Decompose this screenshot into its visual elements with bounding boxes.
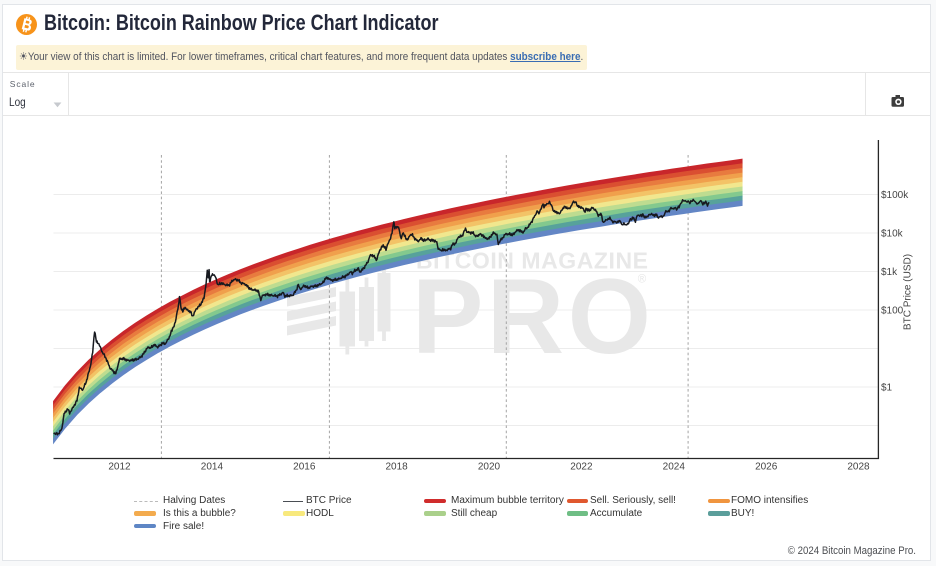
svg-text:BTC Price (USD): BTC Price (USD) xyxy=(903,254,914,330)
svg-text:2020: 2020 xyxy=(478,462,501,473)
svg-text:2012: 2012 xyxy=(108,462,131,473)
svg-text:$10k: $10k xyxy=(881,229,904,240)
svg-text:2016: 2016 xyxy=(293,462,316,473)
svg-text:PRO: PRO xyxy=(412,256,651,376)
svg-text:$1k: $1k xyxy=(881,267,898,278)
svg-text:2022: 2022 xyxy=(570,462,593,473)
svg-text:2028: 2028 xyxy=(847,462,870,473)
svg-text:$100: $100 xyxy=(881,306,904,317)
svg-text:2024: 2024 xyxy=(663,462,686,473)
svg-text:2026: 2026 xyxy=(755,462,778,473)
svg-text:®: ® xyxy=(638,274,647,286)
svg-text:$100k: $100k xyxy=(881,190,909,201)
svg-text:2014: 2014 xyxy=(201,462,224,473)
svg-text:2018: 2018 xyxy=(385,462,408,473)
svg-text:$1: $1 xyxy=(881,383,893,394)
